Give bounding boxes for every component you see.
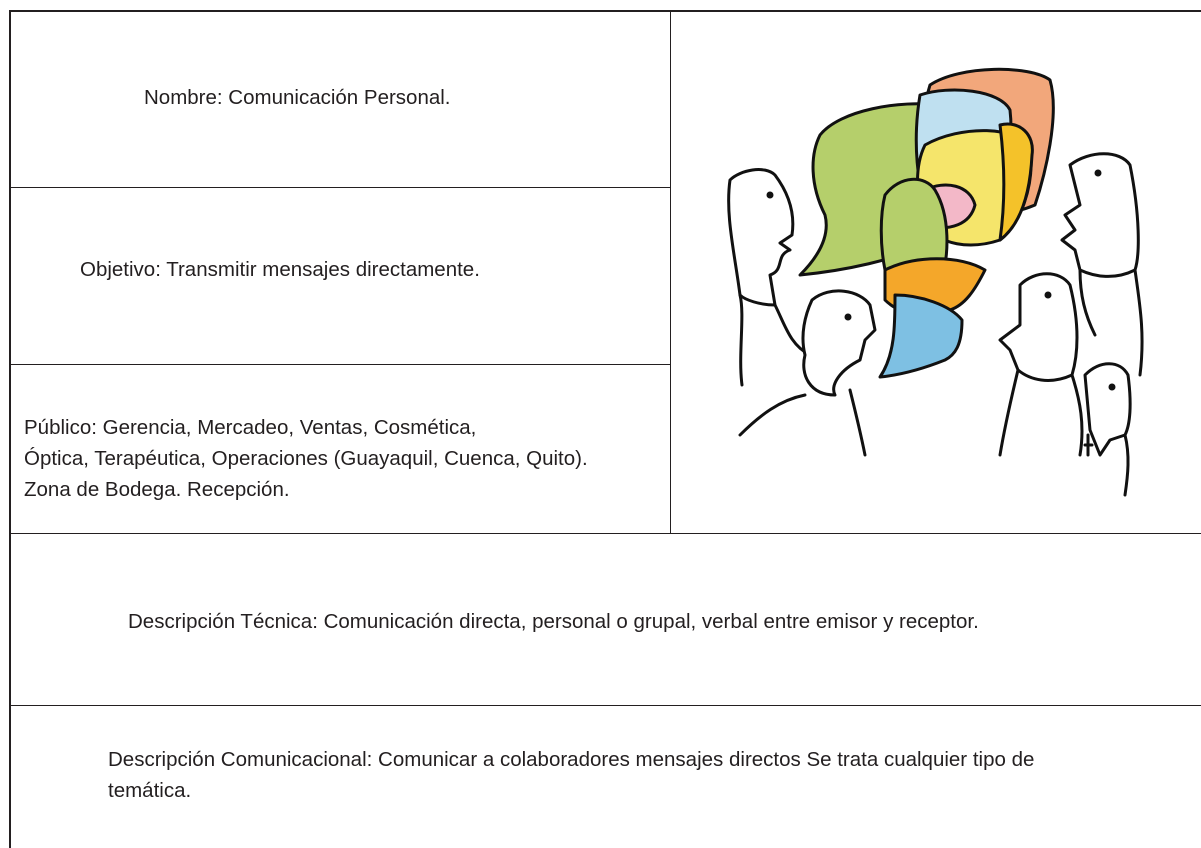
row-divider [9,705,1201,706]
publico: Público: Gerencia, Mercadeo, Ventas, Cos… [24,412,588,505]
publico-line: Público: Gerencia, Mercadeo, Ventas, Cos… [24,416,477,439]
nombre: Nombre: Comunicación Personal. [144,86,451,109]
publico-line: Óptica, Terapéutica, Operaciones (Guayaq… [24,447,588,470]
row-divider [9,187,671,188]
objetivo: Objetivo: Transmitir mensajes directamen… [80,258,480,281]
publico-line: Zona de Bodega. Recepción. [24,478,290,501]
table-border [9,10,1201,848]
row-divider [9,533,1201,534]
descripcion-tecnica: Descripción Técnica: Comunicación direct… [128,610,979,633]
column-divider [670,10,671,534]
descripcion-comunicacional: Descripción Comunicacional: Comunicar a … [108,748,1035,802]
illustration [727,67,1144,497]
row-divider [9,364,671,365]
